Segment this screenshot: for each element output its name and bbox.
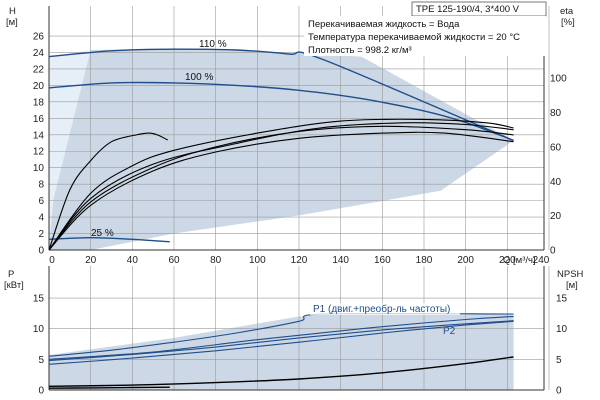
curve-label-p2: P2 — [443, 326, 456, 337]
curve-label-p1: P1 (двиг.+преобр-ль частоты) — [313, 303, 450, 315]
head-tick-label: 24 — [33, 48, 45, 59]
flow-tick-label: 240 — [533, 255, 550, 266]
grid-layer — [48, 6, 550, 391]
flow-tick-label: 80 — [210, 255, 222, 266]
head-panel-curve-4 — [48, 125, 514, 251]
npsh-axis-label: NPSH — [557, 269, 584, 280]
head-tick-label: 8 — [38, 180, 44, 191]
npsh-axis-unit: [м] — [566, 280, 578, 291]
power-panel-curve-2 — [48, 320, 514, 365]
head-operating-area — [49, 48, 514, 250]
power-axis-label: P — [8, 269, 14, 280]
head-panel-curve-0 — [48, 48, 514, 142]
power-axis-unit: [кВт] — [4, 280, 24, 291]
density-label: Плотность = 998.2 кг/м³ — [308, 45, 412, 56]
npsh-tick-label: 0 — [556, 386, 562, 397]
info-box-bg — [304, 16, 546, 56]
npsh-tick-label: 5 — [556, 355, 562, 366]
p1-label-bg — [310, 303, 460, 315]
flow-axis-label: Q [м³/ч] — [503, 255, 536, 266]
model-label: TPE 125-190/4, 3*400 V — [416, 4, 520, 15]
power-panel-curve-3 — [48, 315, 514, 360]
head-tick-label: 20 — [33, 81, 45, 92]
head-tick-label: 6 — [38, 196, 44, 207]
temperature-label: Температура перекачиваемой жидкости = 20… — [308, 32, 520, 43]
head-panel-curve-2 — [48, 236, 170, 243]
head-tick-label: 4 — [38, 213, 44, 224]
eta-axis-unit: [%] — [561, 17, 575, 28]
flow-tick-label: 60 — [168, 255, 180, 266]
flow-tick-label: 180 — [416, 255, 433, 266]
power-tick-label: 15 — [33, 294, 45, 305]
head-panel-curve-5 — [48, 122, 514, 251]
head-tick-label: 22 — [33, 64, 45, 75]
liquid-label: Перекачиваемая жидкость = Вода — [308, 19, 460, 30]
eta-tick-label: 100 — [550, 74, 567, 85]
npsh-tick-label: 15 — [556, 294, 568, 305]
flow-tick-label: 200 — [457, 255, 474, 266]
head-tick-label: 10 — [33, 163, 45, 174]
eta-tick-label: 40 — [550, 177, 562, 188]
head-tick-label: 2 — [38, 229, 44, 240]
head-panel-curve-7 — [48, 132, 169, 251]
head-tick-label: 14 — [33, 130, 45, 141]
head-axis-label: H — [9, 6, 16, 17]
eta-tick-label: 0 — [550, 246, 556, 257]
flow-tick-label: 0 — [49, 255, 55, 266]
eta-tick-label: 80 — [550, 108, 562, 119]
curve-label-100: 100 % — [185, 72, 213, 83]
flow-tick-label: 100 — [249, 255, 266, 266]
curve-label-25: 25 % — [91, 228, 114, 239]
flow-tick-label: 220 — [499, 255, 516, 266]
head-light-area — [49, 50, 91, 250]
head-tick-label: 16 — [33, 114, 45, 125]
operating-area-layer — [49, 48, 514, 390]
flow-tick-label: 120 — [291, 255, 308, 266]
head-panel-curve-3 — [48, 131, 514, 251]
npsh-tick-label: 10 — [556, 324, 568, 335]
flow-tick-label: 140 — [332, 255, 349, 266]
head-axis-unit: [м] — [6, 17, 18, 28]
head-panel-curve-1 — [48, 81, 514, 142]
curve-label-110: 110 % — [199, 39, 227, 50]
power-panel-curve-5 — [48, 386, 170, 389]
power-tick-label: 5 — [38, 355, 44, 366]
head-panel-curve-6 — [48, 118, 514, 251]
eta-axis-label: eta — [560, 6, 574, 17]
power-tick-label: 0 — [38, 386, 44, 397]
head-tick-label: 12 — [33, 147, 45, 158]
flow-tick-label: 20 — [85, 255, 97, 266]
eta-tick-label: 20 — [550, 211, 562, 222]
eta-tick-label: 60 — [550, 142, 562, 153]
head-tick-label: 26 — [33, 32, 45, 43]
head-tick-label: 18 — [33, 97, 45, 108]
flow-tick-label: 160 — [374, 255, 391, 266]
power-panel-curve-1 — [48, 320, 514, 362]
flow-tick-label: 40 — [127, 255, 139, 266]
power-panel-curve-4 — [48, 356, 514, 387]
power-tick-label: 10 — [33, 324, 45, 335]
head-tick-label: 0 — [38, 246, 44, 257]
